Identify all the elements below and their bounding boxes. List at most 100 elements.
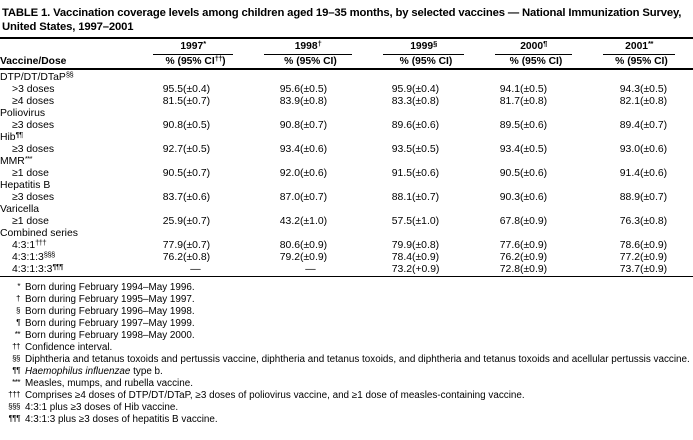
vaccine-group-row: Hepatitis B <box>0 180 693 192</box>
confidence-interval: (±0.5) <box>640 84 668 95</box>
year-footnote-mark: † <box>317 39 322 48</box>
confidence-interval: (±0.8) <box>300 96 328 107</box>
vaccine-data-row: 4:3:1:3:3¶¶¶ — —73.2 (+0.9) 72.8 (±0.9) 73.7 (±… <box>0 263 693 277</box>
footnote-text: 4:3:1 plus ≥3 doses of Hib vaccine. <box>25 402 179 413</box>
confidence-interval: (±0.6) <box>412 168 440 179</box>
footnote-italic-text: Haemophilus influenzae <box>25 366 131 377</box>
vaccine-group-row: Varicella <box>0 204 693 216</box>
footnote-symbol: ¶¶¶ <box>8 414 21 423</box>
coverage-percent: 95.6 <box>279 84 300 95</box>
vaccine-dose-label: Combined series <box>0 228 78 239</box>
footnote-mark: ††† <box>35 238 47 247</box>
confidence-interval: (±0.7) <box>412 192 440 203</box>
confidence-interval: (±0.5) <box>183 120 211 131</box>
footnote-mark: §§§ <box>43 250 56 259</box>
footnote-symbol: §§ <box>12 354 20 363</box>
vaccine-group-row: Combined series <box>0 228 693 240</box>
coverage-percent: 90.8 <box>279 120 300 131</box>
vaccine-data-row: ≥1 dose 25.9 (±0.7) 43.2 (±1.0) 57.5 (±1.0) 67.… <box>0 216 693 228</box>
vaccine-group-row: Poliovirus <box>0 108 693 120</box>
footnote-text: Born during February 1998–May 2000. <box>25 330 195 341</box>
vaccine-dose-label: ≥1 dose <box>12 216 49 227</box>
coverage-percent: 82.1 <box>619 96 640 107</box>
confidence-interval: (±0.9) <box>640 252 668 263</box>
vaccine-data-row: ≥4 doses 81.5 (±0.7) 83.9 (±0.8) 83.3 (±0.8) 81… <box>0 96 693 108</box>
coverage-percent: 92.7 <box>162 144 183 155</box>
confidence-interval: (±0.8) <box>640 216 668 227</box>
footnote-text: Born during February 1994–May 1996. <box>25 282 195 293</box>
footnote-symbol: †† <box>12 342 20 351</box>
footnote: ¶¶ Haemophilus influenzae type b. <box>0 366 693 378</box>
year-label: 1998 <box>294 41 318 52</box>
footnote: ** Born during February 1998–May 2000. <box>0 330 693 342</box>
vaccine-data-row: ≥3 doses 83.7 (±0.6) 87.0 (±0.7) 88.1 (±0.7) 90… <box>0 192 693 204</box>
coverage-percent: 95.5 <box>162 84 183 95</box>
vaccine-group-row: MMR*** <box>0 154 693 168</box>
year-label: 2001 <box>625 41 649 52</box>
footnote: † Born during February 1995–May 1997. <box>0 294 693 306</box>
footnote-symbol: ** <box>14 330 21 339</box>
footnote-text: Comprises ≥4 doses of DTP/DT/DTaP, ≥3 do… <box>25 390 525 401</box>
confidence-interval: (±0.6) <box>300 168 328 179</box>
coverage-percent: 80.6 <box>279 240 300 251</box>
footnote-symbol: ¶ <box>16 318 20 327</box>
coverage-percent: 93.0 <box>619 144 640 155</box>
confidence-interval: (±0.6) <box>640 144 668 155</box>
vaccine-dose-label: ≥3 doses <box>12 192 55 203</box>
vaccine-dose-label: >3 doses <box>12 84 55 95</box>
confidence-interval: (±0.4) <box>183 84 211 95</box>
footnote-text: Born during February 1997–May 1999. <box>25 318 195 329</box>
vaccine-dose-label: ≥3 doses <box>12 144 55 155</box>
year-footnote-mark: § <box>433 39 437 48</box>
coverage-percent: 81.7 <box>499 96 520 107</box>
confidence-interval: (±1.0) <box>412 216 440 227</box>
coverage-percent: 89.6 <box>391 120 412 131</box>
confidence-interval: (±0.6) <box>520 168 548 179</box>
coverage-percent: 89.5 <box>499 120 520 131</box>
confidence-interval: (±0.7) <box>640 120 668 131</box>
footnote-text: Measles, mumps, and rubella vaccine. <box>25 378 193 389</box>
vaccine-dose-label: Poliovirus <box>0 108 46 119</box>
vaccine-dose-label: 4:3:1:3§§§ <box>12 250 56 263</box>
table-title-line1: TABLE 1. Vaccination coverage levels amo… <box>2 7 682 19</box>
footnote-symbol: † <box>16 294 20 303</box>
confidence-interval: (±0.6) <box>412 120 440 131</box>
confidence-interval: (±1.0) <box>300 216 328 227</box>
coverage-percent: 91.4 <box>619 168 640 179</box>
year-header-1997: 1997* <box>153 39 233 55</box>
confidence-interval: (±0.5) <box>183 144 211 155</box>
vaccine-data-row: ≥3 doses 90.8 (±0.5) 90.8 (±0.7) 89.6 (±0.6) 89… <box>0 120 693 132</box>
confidence-interval: (±0.5) <box>300 84 328 95</box>
confidence-interval: (±0.5) <box>520 144 548 155</box>
coverage-percent: 76.2 <box>162 252 183 263</box>
coverage-percent: 87.0 <box>279 192 300 203</box>
vaccine-dose-header: Vaccine/Dose <box>0 55 140 70</box>
vaccine-data-row: ≥3 doses 92.7 (±0.5) 93.4 (±0.6) 93.5 (±0.5) 93… <box>0 144 693 156</box>
confidence-interval: (±0.7) <box>640 192 668 203</box>
coverage-percent: 76.2 <box>499 252 520 263</box>
vaccination-coverage-table: 1997* 1998† 1999§ 2000¶ 2001** Vaccine/D… <box>0 37 693 277</box>
coverage-value-missing: — <box>140 264 251 277</box>
coverage-percent: 73.2 <box>370 264 412 277</box>
year-header-1998: 1998† <box>264 39 352 55</box>
coverage-percent: 93.5 <box>391 144 412 155</box>
vaccine-dose-label: 4:3:1:3:3¶¶¶ <box>0 263 140 277</box>
confidence-interval: (±0.9) <box>300 252 328 263</box>
vaccine-data-row: ≥1 dose 90.5 (±0.7) 92.0 (±0.6) 91.5 (±0.6) 90.… <box>0 168 693 180</box>
coverage-percent: 88.9 <box>619 192 640 203</box>
coverage-percent: 78.4 <box>391 252 412 263</box>
footnote-symbol: ¶¶ <box>12 366 20 375</box>
year-footnote-mark: ** <box>648 39 653 48</box>
footnote-text: Haemophilus influenzae type b. <box>25 366 163 377</box>
footnote: § Born during February 1996–May 1998. <box>0 306 693 318</box>
footnote-symbol: §§§ <box>8 402 20 411</box>
confidence-interval: (±0.6) <box>300 144 328 155</box>
coverage-percent: 94.1 <box>499 84 520 95</box>
table-title: TABLE 1. Vaccination coverage levels amo… <box>0 6 693 34</box>
vaccine-dose-label: DTP/DT/DTaP§§ <box>0 70 74 83</box>
vaccine-dose-label: MMR*** <box>0 154 33 167</box>
coverage-percent: 76.3 <box>619 216 640 227</box>
confidence-interval: (±0.8) <box>412 96 440 107</box>
confidence-interval: (±0.9) <box>520 252 548 263</box>
